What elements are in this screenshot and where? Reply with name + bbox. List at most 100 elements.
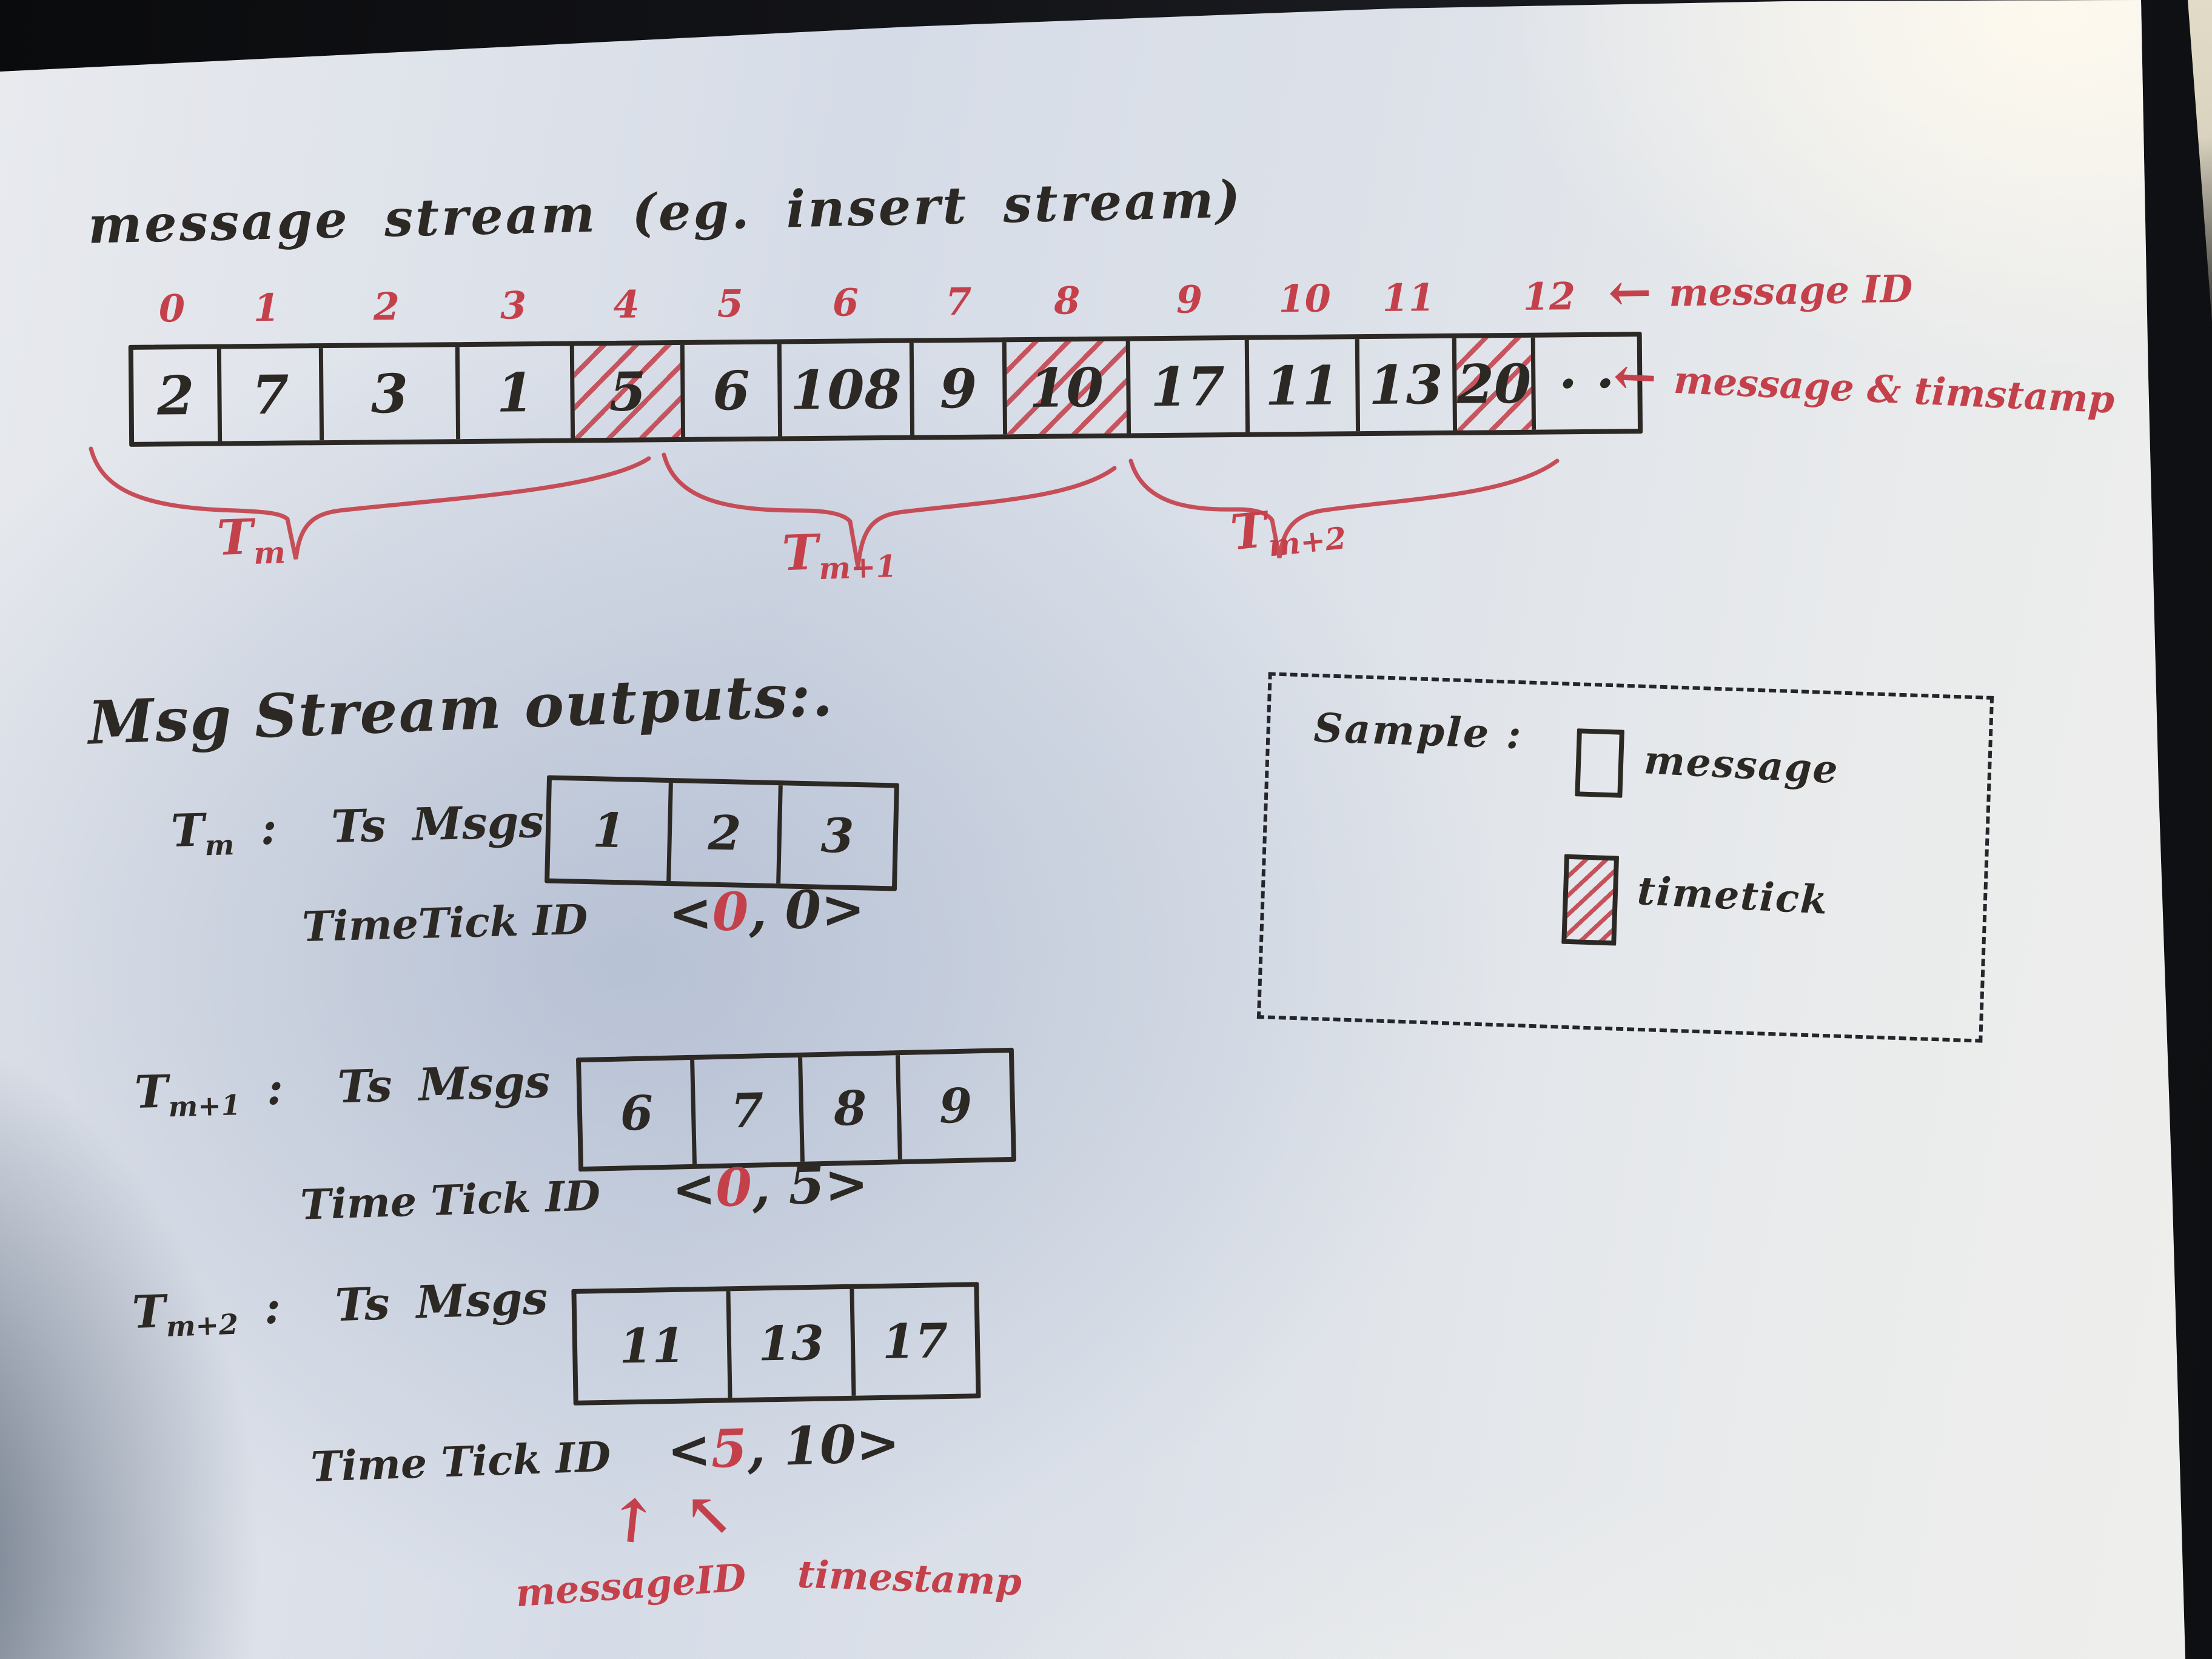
epoch-label-tm1: Tm+1 [781,523,897,587]
msg-cell: 17 [850,1287,976,1396]
tuple-second: 0 [784,879,822,942]
left-arrow-icon: ← [1612,345,1658,409]
output-row-label-tm1: Tm+1 : Ts Msgs [133,1056,551,1124]
annotation-text: message & timstamp [1672,357,2116,422]
timetick-line-tm2: Time Tick ID <5, 10> [310,1412,901,1494]
legend-item-label: timetick [1636,868,1830,923]
cell-value: 10 [1028,355,1104,420]
msg-cell: 7 [689,1057,801,1164]
cell-value: 108 [789,357,902,422]
timetick-cell: 5 [569,344,682,438]
up-arrow-icon: ↑ [604,1484,661,1559]
msg-cell: 3 [776,785,894,886]
ts-msgs-box-tm: 1 2 3 [545,775,899,891]
msg-cell: 9 [896,1053,1011,1160]
timetick-id-label: TimeTick ID [301,895,589,952]
stream-cell: 9 [909,342,1003,435]
stream-index: 5 [717,281,744,326]
cell-value: 7 [251,363,290,427]
legend-title: Sample : [1313,703,1524,759]
ts-msgs-box-tm1: 6 7 8 9 [575,1047,1017,1172]
tuple-first: 0 [714,1156,753,1219]
upleft-arrow-icon: ↖ [684,1480,734,1549]
timetick-tuple: <5, 10> [666,1412,901,1482]
output-row-label-tm: Tm : Ts Msgs [170,795,545,862]
epoch-braces [89,446,1560,568]
ts-msgs-box-tm2: 11 13 17 [571,1282,981,1406]
timetick-swatch-icon [1561,854,1620,946]
legend-item-label: message [1643,737,1840,793]
stream-cell: 6 [680,344,779,437]
tuple-timestamp-note: timestamp [796,1552,1023,1604]
epoch-label-tm2: Tm+2 [1228,500,1348,564]
timetick-tuple: <0, 0> [668,877,866,945]
message-timestamp-annotation: ← message & timstamp [1612,345,2116,429]
stream-index: 0 [158,286,186,331]
cell-value: 17 [1150,355,1225,419]
tuple-second: 10 [782,1413,857,1478]
cell-value: 13 [1368,352,1444,417]
ts-msgs-label: Ts Msgs [334,1272,549,1332]
stream-index: 9 [1176,277,1203,322]
timetick-id-label: Time Tick ID [310,1432,612,1492]
stream-cell: 7 [217,348,320,441]
stream-index: 10 [1278,276,1332,321]
left-arrow-icon: ← [1607,261,1652,324]
stream-index: 7 [945,279,972,324]
stream-index: 6 [832,280,859,325]
msg-cell: 1 [592,802,626,859]
stream-cell: 1 [455,346,571,440]
msg-cell: 6 [619,1085,654,1142]
msg-cell: 8 [798,1055,899,1162]
timetick-line-tm: TimeTick ID <0, 0> [301,877,866,954]
stream-index: 1 [253,285,280,330]
timetick-cell: 20 [1452,337,1532,431]
stream-cell: 17 [1125,340,1245,434]
stream-cell: 11 [1244,339,1356,432]
ts-msgs-label: Ts Msgs [330,795,545,854]
tuple-message-id-note: messageID [514,1555,748,1616]
stream-index: 8 [1053,278,1081,323]
epoch-brace [89,446,651,560]
cell-value: 20 [1456,352,1532,416]
message-stream-diagram: 0 1 2 3 4 5 6 7 8 9 10 11 12 2 7 3 1 5 6 [128,273,1643,447]
stream-index: 3 [500,283,527,328]
ts-msgs-label: Ts Msgs [337,1056,551,1114]
cell-value: 1 [496,361,534,424]
tuple-second: 5 [787,1154,826,1217]
annotation-text: message ID [1668,266,1913,315]
cell-value: 2 [156,363,195,427]
stream-cells-row: 2 7 3 1 5 6 108 9 10 17 11 13 20 · · [128,332,1643,447]
tuple-first: 0 [711,880,749,943]
outputs-heading: Msg Stream outputs:. [87,660,835,759]
epoch-brace [1128,458,1560,558]
timetick-line-tm1: Time Tick ID <0, 5> [300,1153,870,1232]
message-id-annotation: ← message ID [1607,257,1913,324]
tuple-first: 5 [709,1417,748,1480]
epoch-label-tm: Tm [216,508,286,571]
output-row-label-tm2: Tm+2 : Ts Msgs [131,1272,549,1343]
stream-cell: 13 [1355,338,1453,432]
cell-value: 11 [1265,354,1340,418]
stream-index: 11 [1382,275,1435,320]
cell-value: 5 [608,360,647,423]
stream-index: 2 [373,284,400,329]
stream-cell: 2 [133,349,218,442]
cell-value: 9 [939,357,977,421]
timetick-id-label: Time Tick ID [300,1171,602,1230]
page-title: message stream (eg. insert stream) [87,169,1244,255]
stream-index: 4 [613,282,640,327]
cell-value: 3 [370,361,409,426]
msg-cell: 13 [726,1289,852,1398]
stream-cell: 3 [318,347,457,441]
stream-cell: 108 [777,343,911,437]
cell-value: 6 [712,358,751,423]
epoch-brace [662,452,1117,568]
timetick-cell: 10 [1002,341,1127,435]
legend-box: Sample : message timetick [1256,672,1994,1043]
cell-value: · · [1558,351,1615,415]
msg-cell: 2 [666,782,779,884]
timetick-tuple: <0, 5> [671,1153,870,1221]
msg-cell: 11 [618,1318,686,1375]
